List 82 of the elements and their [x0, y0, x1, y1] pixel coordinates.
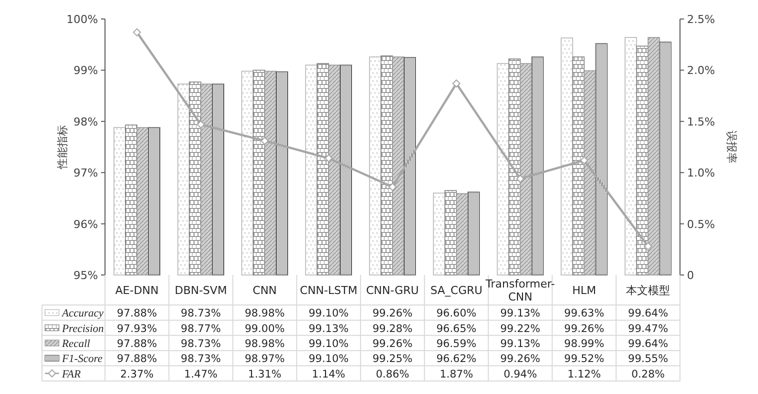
data-label: 99.26%: [500, 353, 540, 366]
data-label: 98.73%: [180, 353, 221, 366]
data-label: 99.55%: [628, 353, 668, 366]
y2-tick-label: 2.0%: [687, 64, 715, 78]
data-label: 98.73%: [180, 308, 221, 320]
x-tick-label: CNN-LSTM: [300, 284, 358, 297]
y-tick-label: 97%: [74, 166, 98, 180]
point: [580, 156, 588, 164]
y2-axis-title: 误报率: [725, 130, 738, 164]
data-label: 99.10%: [308, 338, 349, 350]
data-label: 96.62%: [436, 353, 476, 366]
y2-tick-label: 1.0%: [687, 166, 715, 180]
data-label: 98.73%: [180, 338, 221, 350]
point: [388, 182, 396, 191]
data-label: 97.88%: [116, 308, 157, 320]
data-label: 99.63%: [564, 308, 604, 320]
point: [324, 154, 333, 162]
data-label: 96.59%: [436, 338, 476, 350]
data-label: 99.13%: [308, 322, 349, 335]
y-axis-title: 性能指标: [56, 125, 69, 170]
point: [132, 28, 141, 36]
data-label: 99.13%: [500, 308, 540, 320]
data-label: 0.86%: [376, 368, 410, 380]
data-label: 1.87%: [440, 368, 474, 380]
point: [644, 242, 652, 250]
x-tick-label: HLM: [572, 284, 596, 297]
y2-tick-label: 0.5%: [687, 218, 715, 231]
point: [260, 136, 269, 145]
data-label: 99.64%: [628, 338, 668, 350]
data-label: 99.22%: [500, 322, 540, 335]
data-label: 96.60%: [436, 308, 476, 320]
data-label: 1.12%: [567, 368, 601, 380]
data-label: 98.77%: [180, 322, 221, 335]
y2-tick-label: 2.5%: [687, 13, 715, 26]
y-tick-label: 95%: [74, 269, 98, 282]
data-label: 2.37%: [120, 368, 154, 380]
data-label: 99.26%: [372, 338, 413, 350]
data-label: 99.52%: [564, 353, 604, 366]
point: [516, 174, 524, 183]
x-tick-label: CNN-GRU: [366, 284, 419, 297]
legend-label: F1-Score: [61, 353, 103, 366]
data-label: 98.99%: [564, 338, 604, 350]
point: [196, 120, 205, 128]
y-tick-label: 99%: [74, 64, 98, 78]
x-tick-label: AE-DNN: [115, 284, 159, 297]
data-label: 0.94%: [504, 368, 537, 380]
y2-tick-label: 1.5%: [687, 115, 715, 128]
data-label: 99.10%: [308, 353, 349, 366]
y-tick-label: 96%: [74, 218, 98, 231]
y2-tick-label: 0: [687, 269, 694, 282]
data-label: 98.98%: [244, 308, 285, 320]
data-label: 99.13%: [500, 338, 540, 350]
legend-label: Precision: [61, 322, 104, 335]
data-label: 99.26%: [564, 322, 604, 335]
y-tick-label: 100%: [66, 13, 98, 26]
x-tick-label: 本文模型: [626, 284, 670, 297]
data-label: 99.00%: [244, 322, 285, 335]
data-label: 99.10%: [308, 308, 349, 320]
data-label: 99.28%: [372, 322, 413, 335]
data-label: 98.97%: [244, 353, 285, 366]
legend-label: FAR: [61, 368, 82, 380]
data-label: 99.47%: [628, 322, 668, 335]
data-label: 1.31%: [248, 368, 282, 380]
data-label: 97.88%: [116, 338, 157, 350]
data-label: 1.47%: [184, 368, 218, 380]
data-label: 99.25%: [372, 353, 413, 366]
data-label: 97.88%: [116, 353, 157, 366]
data-label: 99.26%: [372, 308, 413, 320]
point: [452, 80, 460, 88]
x-tick-label: SA_CGRU: [430, 284, 482, 297]
x-tick-label: Transformer-CNN: [484, 278, 555, 304]
legend-label: Recall: [61, 338, 90, 350]
y-tick-label: 98%: [74, 115, 98, 128]
data-label: 1.14%: [312, 368, 346, 380]
data-label: 96.65%: [436, 322, 476, 335]
x-tick-label: CNN: [252, 284, 277, 297]
data-label: 97.93%: [116, 322, 157, 335]
legend-label: Accuracy: [61, 308, 104, 320]
x-tick-label: DBN-SVM: [174, 284, 227, 297]
data-label: 0.28%: [631, 368, 665, 380]
data-label: 98.98%: [244, 338, 285, 350]
data-label: 99.64%: [628, 308, 668, 320]
